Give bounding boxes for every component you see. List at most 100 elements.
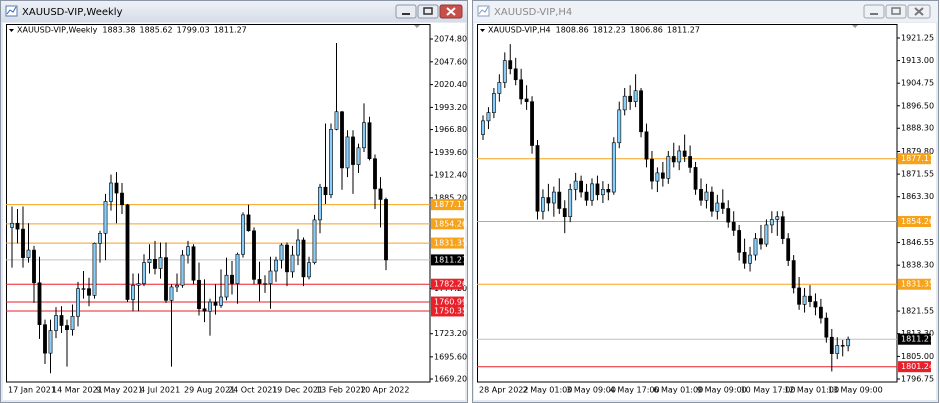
candle-body <box>373 158 377 190</box>
candle-body <box>219 296 223 306</box>
restore-button[interactable] <box>885 4 907 19</box>
candle-body <box>76 288 80 317</box>
candle-body <box>65 325 69 330</box>
y-tick-label: 1885.20 <box>434 193 467 202</box>
level-label-bg <box>431 237 464 249</box>
candle-body <box>329 129 333 196</box>
candle-body <box>720 202 725 209</box>
candle-body <box>246 214 251 232</box>
y-tick-label: 1846.55 <box>901 238 934 247</box>
candle-body <box>340 111 344 169</box>
candle-body <box>15 222 20 230</box>
candle-body <box>573 180 578 190</box>
minimize-button[interactable] <box>863 4 885 19</box>
title-bar <box>1 1 467 22</box>
level-label-bg <box>898 361 931 373</box>
candle-body <box>595 183 600 196</box>
x-tick-label: 9 May 09:00 <box>697 386 747 395</box>
candle-body <box>351 136 355 165</box>
x-tick-label: 19 Dec 2021 <box>272 386 323 395</box>
candle-body <box>290 254 295 273</box>
candle-body <box>180 254 185 286</box>
candle-body <box>312 219 317 263</box>
current-price-label-bg <box>431 254 464 266</box>
level-label: 1854.26 <box>901 217 934 226</box>
candle-body <box>562 208 567 218</box>
y-tick-label: 1904.75 <box>901 79 934 88</box>
candle-body <box>26 249 31 258</box>
candle-body <box>164 257 168 301</box>
current-price-label: 1811.27 <box>434 255 467 264</box>
dropdown-arrow[interactable] <box>9 29 14 32</box>
x-tick-label: 6 May 01:00 <box>653 386 703 395</box>
candle-body <box>590 183 594 201</box>
x-tick-label: 10 May 17:00 <box>741 386 796 395</box>
candle-body <box>103 201 108 234</box>
y-tick-label: 1993.20 <box>434 103 467 112</box>
candle-body <box>780 216 785 239</box>
candle-body <box>840 345 845 347</box>
candle-body <box>530 101 534 146</box>
candle-body <box>693 167 698 190</box>
chart-area <box>474 23 936 400</box>
close-button[interactable] <box>907 4 931 19</box>
candle-body <box>519 79 524 100</box>
plot-border <box>6 24 431 383</box>
ohlc-close: 1811.27 <box>667 26 700 35</box>
candle-body <box>622 95 627 111</box>
x-tick-label: 13 May 09:00 <box>828 386 883 395</box>
candle-body <box>32 249 36 284</box>
x-tick-label: 4 May 17:00 <box>610 386 660 395</box>
level-label: 1877.17 <box>434 200 467 209</box>
y-tick-label: 1805.00 <box>901 352 934 361</box>
candle-body <box>677 150 682 163</box>
y-tick-label: 1838.30 <box>901 261 934 270</box>
candle-body <box>650 158 654 182</box>
candle-body <box>644 131 649 160</box>
candle-body <box>759 238 763 245</box>
candle-body <box>611 142 616 193</box>
candle-body <box>808 295 812 302</box>
restore-button[interactable] <box>417 4 439 19</box>
y-tick-label: 1723.20 <box>434 329 467 338</box>
candle-body <box>508 60 513 70</box>
level-label: 1877.17 <box>901 154 934 163</box>
y-tick-label: 1863.30 <box>901 192 934 201</box>
candle-body <box>666 156 671 179</box>
candle-body <box>147 258 152 263</box>
y-tick-label: 2020.40 <box>434 80 467 89</box>
current-price-label: 1811.27 <box>901 335 934 344</box>
close-button[interactable] <box>439 4 463 19</box>
level-label-bg <box>431 296 464 308</box>
y-tick-label: 1813.30 <box>901 329 934 338</box>
candle-body <box>737 230 742 253</box>
candle-body <box>136 283 141 286</box>
candle-body <box>279 244 284 261</box>
ohlc-close: 1811.27 <box>214 26 247 35</box>
candle-body <box>323 186 328 196</box>
candle-body <box>153 258 157 269</box>
candle-body <box>535 145 540 212</box>
candle-body <box>21 228 25 258</box>
candle-body <box>158 257 163 269</box>
candle-body <box>92 243 97 296</box>
plot-border <box>477 24 898 383</box>
minimize-button[interactable] <box>395 4 417 19</box>
candle-body <box>846 338 851 347</box>
x-tick-label: 2 May 01:00 <box>523 386 573 395</box>
chart-symbol: XAUUSD-VIP,H4 <box>488 26 551 35</box>
level-label-bg <box>898 153 931 165</box>
current-price-label-bg <box>898 333 931 345</box>
candle-body <box>81 288 86 290</box>
candle-body <box>175 284 179 288</box>
candle-body <box>59 315 64 326</box>
level-label-bg <box>431 278 464 290</box>
dropdown-arrow[interactable] <box>480 29 485 32</box>
level-label: 1801.24 <box>901 362 934 371</box>
candle-body <box>274 259 278 272</box>
candle-body <box>813 301 818 308</box>
ohlc-high: 1885.62 <box>140 26 173 35</box>
x-tick-label: 3 May 09:00 <box>566 386 616 395</box>
candle-body <box>98 233 102 244</box>
candle-body <box>557 191 562 209</box>
